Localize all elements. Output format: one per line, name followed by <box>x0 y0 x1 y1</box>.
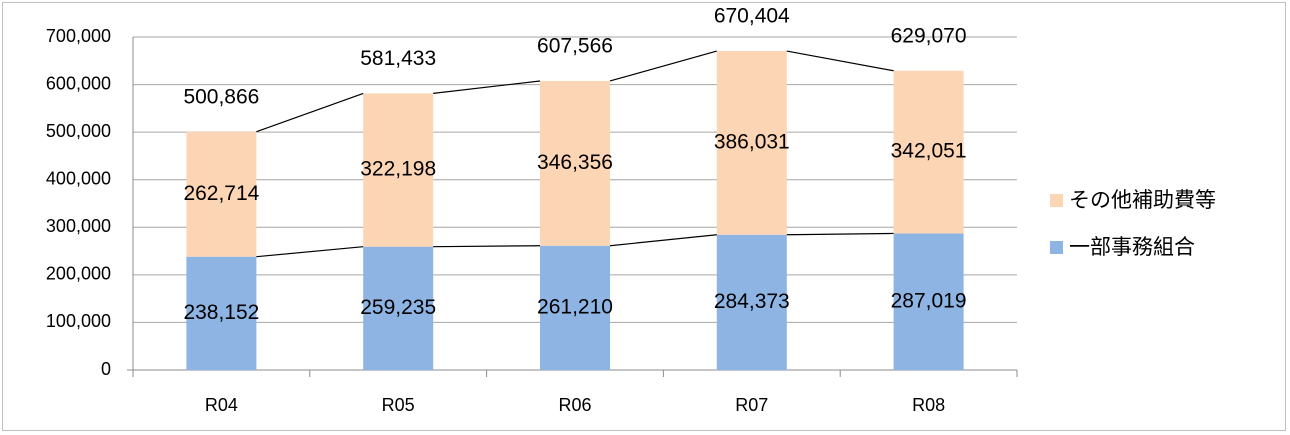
bar-segment-series1 <box>893 233 964 370</box>
y-tick-label: 600,000 <box>46 73 111 93</box>
bar-segment-series2 <box>363 93 434 247</box>
x-tick-label: R04 <box>205 395 238 415</box>
data-label: 346,356 <box>537 151 613 174</box>
series-line <box>433 80 541 94</box>
series-line <box>609 234 717 247</box>
bar-segment-series2 <box>540 80 610 246</box>
total-label: 500,866 <box>183 85 259 108</box>
y-tick-label: 0 <box>101 359 111 379</box>
total-label: 670,404 <box>714 5 790 28</box>
bar-segment-series2 <box>716 51 787 235</box>
bar-segment-series1 <box>716 234 787 370</box>
data-label: 238,152 <box>183 301 259 324</box>
y-tick-label: 100,000 <box>46 311 111 331</box>
total-label: 607,566 <box>537 35 613 58</box>
x-tick-label: R07 <box>735 395 768 415</box>
series-line <box>256 92 364 133</box>
x-tick-label: R06 <box>558 395 591 415</box>
legend-label: その他補助費等 <box>1069 188 1216 212</box>
legend-label: 一部事務組合 <box>1069 235 1195 259</box>
series-line <box>786 232 894 236</box>
data-label: 259,235 <box>360 296 436 319</box>
bar-segment-series2 <box>186 131 257 257</box>
series-line <box>433 245 541 248</box>
data-label: 322,198 <box>360 158 436 181</box>
bar-segment-series1 <box>186 256 257 370</box>
y-tick-label: 300,000 <box>46 216 111 236</box>
data-label: 261,210 <box>537 295 613 318</box>
y-tick-label: 700,000 <box>46 26 111 46</box>
legend-swatch <box>1050 194 1063 207</box>
x-tick-label: R05 <box>382 395 415 415</box>
total-label: 629,070 <box>891 24 967 47</box>
legend-swatch <box>1050 241 1063 254</box>
bar-segment-series1 <box>540 245 610 370</box>
data-label: 262,714 <box>183 182 259 205</box>
data-label: 284,373 <box>714 290 790 313</box>
y-tick-label: 200,000 <box>46 264 111 284</box>
series-line <box>256 246 364 258</box>
data-label: 287,019 <box>891 289 967 312</box>
x-tick-label: R08 <box>912 395 945 415</box>
bar-segment-series2 <box>893 70 964 234</box>
series-line <box>609 50 717 82</box>
y-tick-label: 400,000 <box>46 168 111 188</box>
bar-segment-series1 <box>363 246 434 370</box>
total-label: 581,433 <box>360 47 436 70</box>
y-tick-label: 500,000 <box>46 121 111 141</box>
series-line <box>786 50 894 72</box>
data-label: 386,031 <box>714 130 790 153</box>
data-label: 342,051 <box>891 140 967 163</box>
